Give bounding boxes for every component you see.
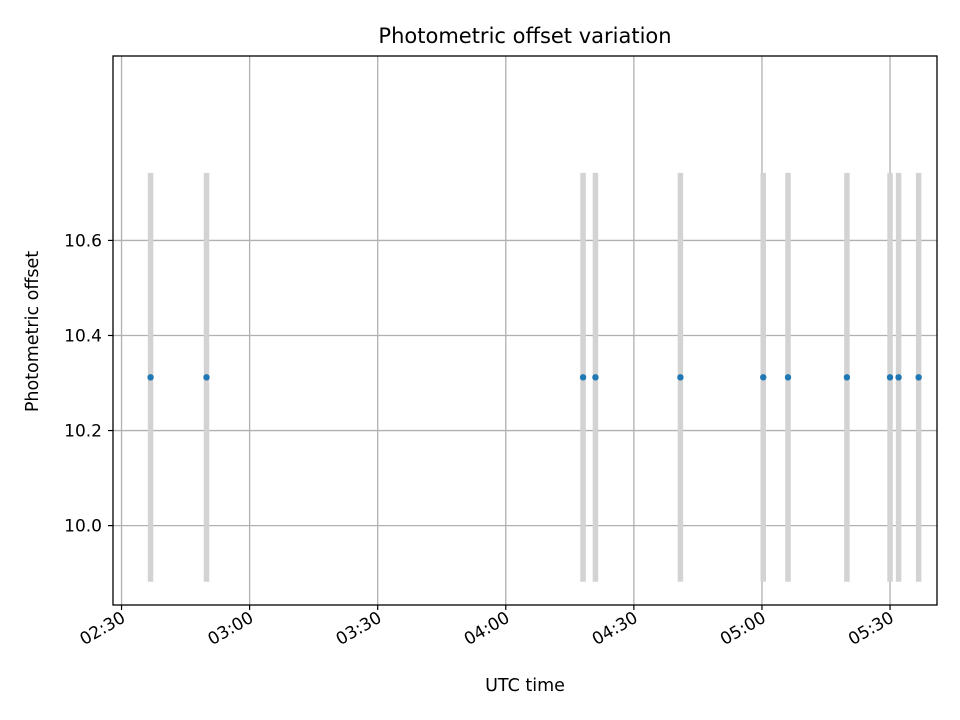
data-point xyxy=(886,374,894,381)
data-point xyxy=(579,374,587,381)
data-point xyxy=(677,374,684,381)
y-tick-label: 10.0 xyxy=(64,517,102,537)
data-point xyxy=(147,374,154,381)
data-layer xyxy=(147,172,922,582)
data-point xyxy=(915,374,922,381)
y-tick-label: 10.2 xyxy=(64,422,102,442)
y-tick-label: 10.4 xyxy=(64,326,102,346)
data-point xyxy=(784,374,792,381)
data-point xyxy=(843,374,851,381)
chart-title: Photometric offset variation xyxy=(378,24,671,48)
data-point xyxy=(760,374,767,381)
x-axis-label: UTC time xyxy=(485,676,565,696)
data-point xyxy=(203,374,210,381)
data-point xyxy=(895,374,902,381)
data-point xyxy=(592,374,599,381)
plot-frame xyxy=(112,55,938,606)
y-axis-label: Photometric offset xyxy=(23,251,43,412)
y-tick-label: 10.6 xyxy=(64,231,102,251)
